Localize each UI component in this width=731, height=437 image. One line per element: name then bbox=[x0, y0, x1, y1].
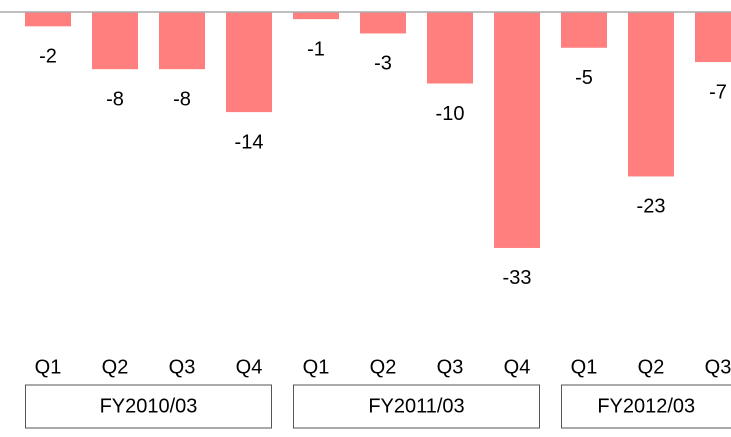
group-box bbox=[293, 384, 540, 429]
data-label: -5 bbox=[575, 67, 593, 89]
x-tick-label: Q1 bbox=[571, 356, 598, 378]
data-label: -3 bbox=[374, 53, 392, 75]
x-tick-label: Q1 bbox=[35, 356, 62, 378]
group-label: FY2010/03 bbox=[100, 395, 198, 417]
data-label: -2 bbox=[39, 46, 57, 68]
data-label: -33 bbox=[503, 267, 532, 289]
bar bbox=[561, 12, 607, 48]
data-label: -23 bbox=[637, 196, 666, 218]
bar bbox=[25, 12, 71, 27]
bar bbox=[494, 12, 540, 248]
data-label: -8 bbox=[106, 88, 124, 110]
data-label: -14 bbox=[235, 131, 264, 153]
x-tick-label: Q3 bbox=[705, 356, 731, 378]
x-tick-label: Q3 bbox=[437, 356, 464, 378]
bar bbox=[427, 12, 473, 84]
x-tick-label: Q2 bbox=[370, 356, 397, 378]
group-box bbox=[25, 384, 272, 429]
bar bbox=[360, 12, 406, 34]
bar bbox=[293, 12, 339, 20]
data-label: -8 bbox=[173, 88, 191, 110]
x-tick-label: Q1 bbox=[303, 356, 330, 378]
bar bbox=[226, 12, 272, 113]
data-label: -1 bbox=[307, 38, 325, 60]
group-label: FY2012/03 bbox=[597, 395, 695, 417]
bar bbox=[92, 12, 138, 70]
data-label: -10 bbox=[436, 103, 465, 125]
x-tick-label: Q4 bbox=[236, 356, 263, 378]
group-label: FY2011/03 bbox=[368, 395, 464, 417]
bar bbox=[695, 12, 731, 63]
x-tick-label: Q3 bbox=[169, 356, 196, 378]
bar bbox=[159, 12, 205, 70]
data-label: -7 bbox=[709, 81, 727, 103]
x-tick-label: Q4 bbox=[504, 356, 531, 378]
group-box bbox=[561, 384, 731, 429]
x-tick-label: Q2 bbox=[102, 356, 129, 378]
x-tick-label: Q2 bbox=[638, 356, 665, 378]
bar bbox=[628, 12, 674, 177]
